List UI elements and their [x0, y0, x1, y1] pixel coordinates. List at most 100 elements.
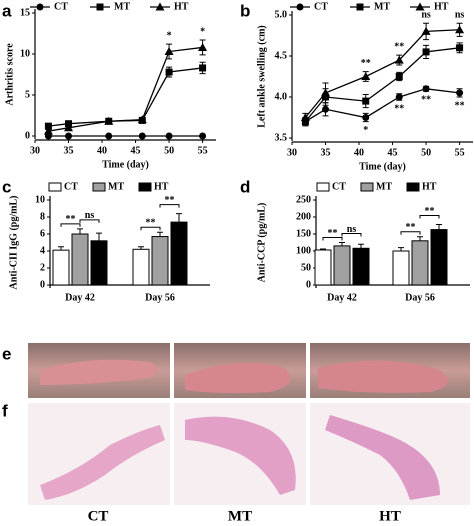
- x-tick-label: 30: [287, 147, 297, 158]
- y-axis-label: Anti-CCP (pg/mL): [256, 203, 267, 283]
- panel-label: f: [2, 401, 8, 420]
- significance-bracket: [140, 226, 161, 231]
- marker: [455, 25, 465, 34]
- significance: **: [421, 95, 431, 106]
- legend-label: MT: [374, 1, 390, 12]
- significance: ns: [347, 224, 357, 235]
- marker: [422, 48, 430, 56]
- marker: [322, 105, 330, 113]
- y-tick-label: 10: [20, 48, 30, 59]
- panel-label: a: [2, 1, 12, 20]
- error-bar: [176, 213, 182, 223]
- significance: *: [363, 125, 368, 136]
- legend-label: CT: [54, 1, 68, 12]
- legend-label: MT: [114, 1, 130, 12]
- legend-marker: [155, 2, 165, 11]
- bar: [132, 248, 150, 286]
- legend-marker: [296, 3, 304, 11]
- significance-bracket: [341, 233, 362, 237]
- series-line: [304, 47, 460, 123]
- y-tick-label: 0: [40, 279, 45, 290]
- legend-label: MT: [108, 181, 124, 192]
- error-bar: [320, 248, 326, 250]
- group-label: CT: [88, 508, 109, 524]
- error-bar: [339, 242, 345, 246]
- significance: **: [394, 104, 404, 115]
- marker: [43, 126, 53, 135]
- bar: [430, 229, 448, 286]
- y-tick-label: 100: [296, 245, 311, 256]
- marker: [137, 115, 147, 124]
- x-tick-label: Day 56: [145, 292, 175, 303]
- y-tick-label: 200: [296, 211, 311, 222]
- significance: **: [146, 218, 156, 229]
- marker: [199, 132, 207, 140]
- significance: *: [200, 26, 205, 37]
- legend-marker: [36, 3, 44, 11]
- y-tick-label: 50: [301, 262, 311, 273]
- significance-bracket: [159, 204, 180, 208]
- x-tick-label: Day 42: [327, 292, 357, 303]
- significance: ns: [421, 9, 431, 20]
- marker: [321, 88, 331, 97]
- legend-swatch: [360, 182, 374, 192]
- bar: [90, 240, 108, 286]
- panel-label: b: [240, 1, 250, 20]
- marker: [105, 132, 113, 140]
- x-tick-label: 55: [198, 145, 208, 156]
- marker: [395, 93, 403, 101]
- y-tick-label: 10: [35, 194, 45, 205]
- marker: [361, 72, 371, 80]
- legend-label: MT: [376, 181, 392, 192]
- marker: [165, 132, 173, 140]
- marker: [422, 85, 430, 93]
- y-axis-label: Arthritis score: [4, 43, 15, 106]
- y-tick-label: 4.5: [275, 50, 288, 61]
- significance: **: [328, 228, 338, 239]
- y-tick-label: 3.5: [275, 132, 288, 143]
- bar: [411, 240, 429, 286]
- panel-label: c: [2, 177, 11, 196]
- series-line: [304, 29, 460, 118]
- series-line: [48, 46, 203, 132]
- x-tick-label: 55: [455, 147, 465, 158]
- x-tick-label: 45: [388, 147, 398, 158]
- tissue: [40, 425, 165, 500]
- legend-label: CT: [314, 1, 328, 12]
- significance-bracket: [419, 214, 440, 219]
- panel-label: e: [2, 344, 11, 363]
- marker: [456, 44, 464, 52]
- marker: [456, 89, 464, 97]
- paw: [318, 360, 448, 393]
- bar: [170, 221, 188, 286]
- paw: [185, 362, 290, 394]
- x-tick-label: 50: [421, 147, 431, 158]
- error-bar: [436, 223, 442, 230]
- marker: [65, 132, 73, 140]
- y-tick-label: 5: [25, 89, 30, 100]
- error-bar: [157, 231, 163, 237]
- y-tick-label: 15: [20, 7, 30, 18]
- x-tick-label: 40: [354, 147, 364, 158]
- x-axis-label: Time (day): [102, 159, 149, 170]
- y-tick-label: 150: [296, 228, 311, 239]
- significance: **: [394, 41, 404, 52]
- y-tick-label: 8: [40, 211, 45, 222]
- y-tick-label: 0: [306, 279, 311, 290]
- bar: [333, 245, 351, 286]
- x-tick-label: 35: [64, 145, 74, 156]
- legend-label: HT: [422, 181, 437, 192]
- y-tick-label: 4: [40, 245, 45, 256]
- marker: [44, 122, 52, 130]
- y-tick-label: 5.0: [275, 9, 288, 20]
- legend-swatch: [92, 182, 106, 192]
- marker: [104, 116, 114, 125]
- legend-marker: [356, 3, 364, 11]
- legend-marker: [415, 2, 425, 11]
- x-tick-label: 30: [30, 145, 40, 156]
- series-line: [305, 88, 460, 123]
- marker: [165, 68, 173, 76]
- x-tick-label: Day 56: [405, 292, 435, 303]
